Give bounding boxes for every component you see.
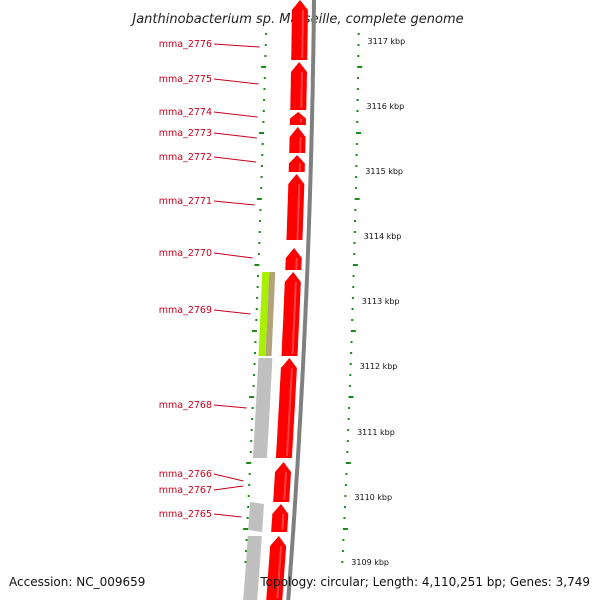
gene-label-mma_2772: mma_2772 bbox=[159, 152, 257, 163]
gene-name: mma_2774 bbox=[159, 107, 212, 118]
cds-arrow bbox=[288, 155, 305, 172]
cds-arrow bbox=[290, 62, 307, 110]
gene-leader-line bbox=[213, 200, 255, 206]
gene-leader-line bbox=[213, 252, 253, 259]
gene-label-mma_2771: mma_2771 bbox=[159, 196, 255, 207]
gene-leader-line bbox=[213, 473, 244, 482]
cds-arrow bbox=[286, 174, 305, 240]
cds-arrow bbox=[285, 248, 302, 270]
cds-arrow-highlight bbox=[283, 471, 287, 501]
gene-leader-line bbox=[213, 78, 259, 85]
kbp-tick-label: 3116 kbp bbox=[367, 102, 405, 111]
gene-leader-line bbox=[213, 404, 247, 409]
cds-arrow-highlight bbox=[300, 71, 303, 109]
cds-arrow bbox=[281, 272, 301, 356]
gene-name: mma_2770 bbox=[159, 248, 212, 259]
cds-arrow bbox=[289, 127, 306, 153]
cds-arrow-highlight bbox=[301, 9, 304, 59]
kbp-tick-label: 3113 kbp bbox=[362, 297, 400, 306]
gene-labels: mma_2776 mma_2775 mma_2774 mma_2773 mma_2772… bbox=[159, 39, 260, 520]
cds-arrow bbox=[271, 504, 289, 532]
gene-name: mma_2769 bbox=[159, 305, 212, 316]
kbp-tick-label: 3109 kbp bbox=[351, 558, 389, 567]
genome-backbone bbox=[286, 0, 316, 600]
cds-track bbox=[266, 0, 316, 600]
feature-block-gray bbox=[252, 358, 273, 458]
gene-label-mma_2768: mma_2768 bbox=[159, 400, 247, 411]
cds-arrow bbox=[266, 536, 287, 600]
gene-label-mma_2773: mma_2773 bbox=[159, 128, 257, 139]
gene-name: mma_2766 bbox=[159, 469, 212, 480]
cds-arrow bbox=[289, 112, 306, 125]
gene-name: mma_2775 bbox=[159, 74, 212, 85]
gene-label-mma_2775: mma_2775 bbox=[159, 74, 259, 85]
gene-name: mma_2768 bbox=[159, 400, 212, 411]
cds-arrow-highlight bbox=[295, 257, 298, 271]
green-tick-marks bbox=[243, 33, 363, 563]
genome-summary: Topology: circular; Length: 4,110,251 bp… bbox=[260, 575, 590, 589]
gene-label-mma_2770: mma_2770 bbox=[159, 248, 253, 259]
gene-label-mma_2769: mma_2769 bbox=[159, 305, 251, 316]
kbp-tick-label: 3114 kbp bbox=[364, 232, 402, 241]
kbp-tick-label: 3112 kbp bbox=[360, 362, 398, 371]
feature-tracks bbox=[243, 272, 276, 600]
gene-leader-line bbox=[213, 111, 258, 118]
gene-name: mma_2765 bbox=[159, 509, 212, 520]
gene-leader-line bbox=[213, 156, 257, 163]
gene-name: mma_2776 bbox=[159, 39, 212, 50]
feature-block-gray bbox=[243, 536, 262, 600]
cds-arrow-highlight bbox=[291, 281, 297, 355]
gene-label-mma_2776: mma_2776 bbox=[159, 39, 260, 50]
kbp-tick-label: 3111 kbp bbox=[357, 428, 395, 437]
kbp-tick-label: 3115 kbp bbox=[365, 167, 403, 176]
gene-name: mma_2773 bbox=[159, 128, 212, 139]
gene-label-mma_2766: mma_2766 bbox=[159, 469, 244, 482]
cds-arrow-highlight bbox=[281, 513, 285, 531]
gene-leader-line bbox=[213, 513, 242, 518]
gene-label-mma_2767: mma_2767 bbox=[159, 485, 244, 496]
feature-block-olive bbox=[265, 272, 276, 356]
gene-name: mma_2772 bbox=[159, 152, 212, 163]
cds-arrow-highlight bbox=[276, 545, 283, 599]
kbp-scale: 3117 kbp 3116 kbp 3115 kbp 3114 kbp 3113 kbp… bbox=[351, 37, 405, 567]
gene-leader-line bbox=[213, 132, 257, 139]
cds-arrow bbox=[273, 462, 291, 502]
gene-name: mma_2767 bbox=[159, 485, 212, 496]
feature-block-gray bbox=[248, 502, 264, 532]
kbp-tick-label: 3110 kbp bbox=[354, 493, 392, 502]
gene-label-mma_2765: mma_2765 bbox=[159, 509, 242, 520]
gene-leader-line bbox=[213, 485, 244, 491]
cds-arrow bbox=[275, 358, 297, 458]
gene-label-mma_2774: mma_2774 bbox=[159, 107, 258, 118]
cds-arrow-highlight bbox=[286, 367, 293, 457]
kbp-tick-label: 3117 kbp bbox=[368, 37, 406, 46]
accession-text: Accession: NC_009659 bbox=[9, 575, 146, 589]
gene-leader-line bbox=[213, 43, 260, 48]
cds-arrow bbox=[291, 0, 308, 60]
gene-leader-line bbox=[213, 309, 251, 315]
gene-name: mma_2771 bbox=[159, 196, 212, 207]
feature-block-green bbox=[258, 272, 270, 356]
cds-arrow-highlight bbox=[296, 183, 301, 241]
